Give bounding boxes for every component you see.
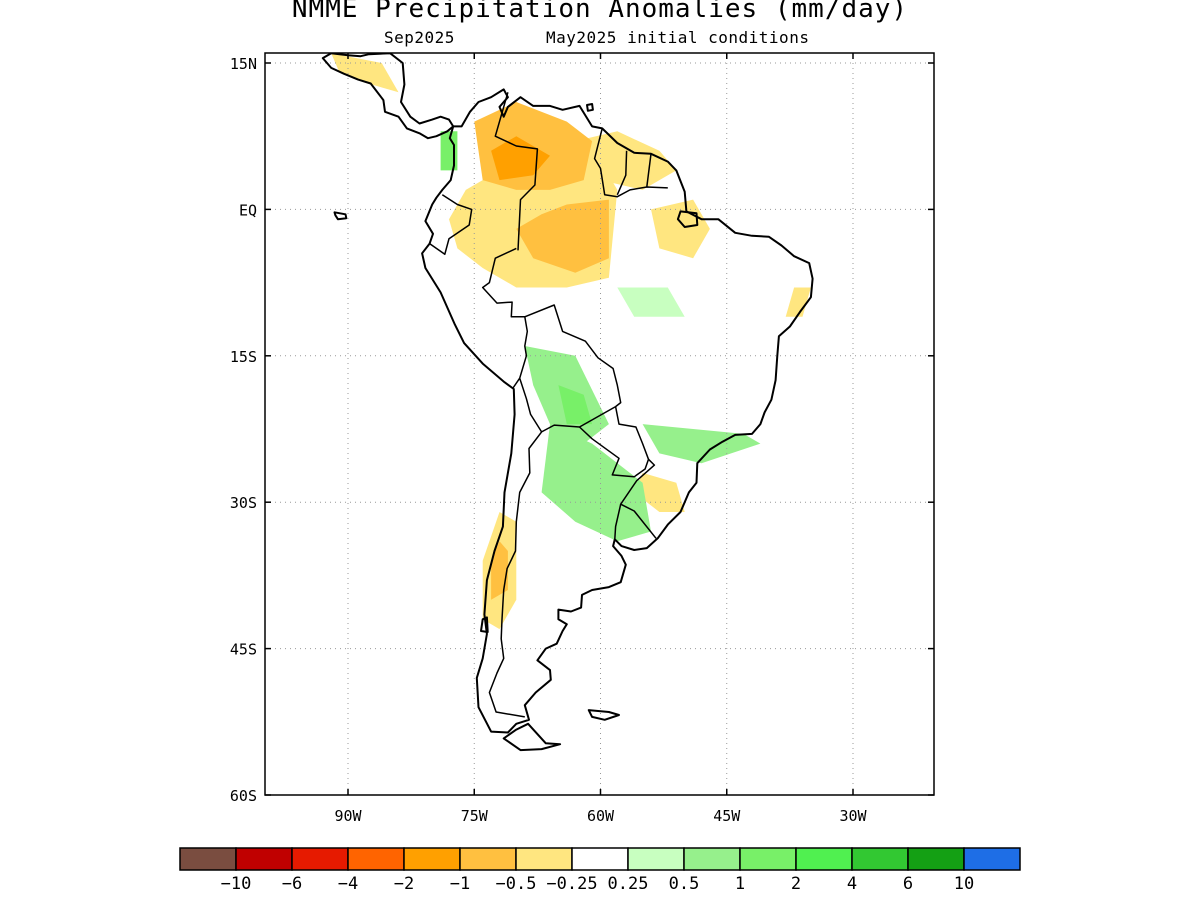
colorbar-swatch [403,847,461,871]
colorbar-label: −4 [338,874,358,894]
country-border [429,194,473,256]
colorbar-label: −6 [282,874,302,894]
anomaly-region-chile-core-dry [491,541,508,600]
colorbar-swatch [627,847,685,871]
colorbar-label: 10 [954,874,974,894]
colorbar-swatch [459,847,517,871]
colorbar-label: −10 [221,874,252,894]
colorbar: −10 −6 −4 −2 −1 −0.5 −0.25 0.25 0.5 1 2 4 6 10 [179,847,1021,894]
lon-tick-label: 45W [713,807,741,825]
colorbar-label: 4 [847,874,857,894]
map-title: NMME Precipitation Anomalies (mm/day) [291,0,909,24]
colorbar-swatch [347,847,405,871]
anomaly-region-bolivia-core-wet [558,385,593,425]
country-border [481,247,529,389]
anomaly-region-central-america-dry [331,53,399,93]
lat-tick-label: 15S [230,348,257,366]
colorbar-swatch [515,847,573,871]
lat-tick-label: 15N [230,55,257,73]
coastlines [321,53,814,752]
anomaly-region-western-amazon-dry [516,199,609,273]
colorbar-swatch [683,847,741,871]
lat-tick-label: 30S [230,494,257,512]
anomaly-region-central-brazil-wet [617,287,685,317]
colorbar-swatch [851,847,909,871]
colorbar-swatch [291,847,349,871]
anomaly-shading [331,53,811,630]
island-outline [480,616,489,633]
island-outline [333,211,348,221]
anomaly-region-amapa-dry [651,199,710,259]
colorbar-label: 1 [735,874,745,894]
colorbar-label: 0.25 [608,874,649,894]
colorbar-swatch [795,847,853,871]
valid-month-label: Sep2025 [384,28,455,47]
colorbar-swatch [235,847,293,871]
island-outline [502,722,562,752]
colorbar-label: 2 [791,874,801,894]
country-border [494,92,539,251]
lon-tick-label: 60W [587,807,615,825]
country-border [593,128,668,198]
anomaly-region-southern-brazil-wet [642,424,761,464]
country-border [578,406,650,478]
island-outline [586,103,594,112]
init-conditions-label: May2025 initial conditions [546,28,810,47]
anomaly-region-argentina-wet [541,424,651,542]
lon-tick-label: 90W [334,807,362,825]
axis-ticks: 90W 75W 60W 45W 30W 15N EQ 15S 30S 45S 60S [230,53,934,825]
colorbar-swatch [963,847,1021,871]
country-border [646,153,652,188]
colorbar-label: −0.5 [496,874,537,894]
country-border [518,304,622,433]
lon-tick-label: 75W [461,807,489,825]
lat-tick-label: EQ [239,201,257,219]
colorbar-label: 0.5 [669,874,700,894]
map-gridlines [265,53,934,796]
central-america-coastline [321,53,455,140]
country-border [616,150,628,196]
anomaly-region-uruguay-dry [634,472,685,512]
lon-tick-label: 30W [839,807,867,825]
south-america-coastline [421,88,814,734]
colorbar-label: −0.25 [546,874,597,894]
colorbar-label: −2 [394,874,414,894]
colorbar-label: 6 [903,874,913,894]
colorbar-label: −1 [450,874,470,894]
lat-tick-label: 45S [230,641,257,659]
country-border [488,431,543,718]
island-outline [676,210,699,228]
colorbar-swatch [179,847,237,871]
anomaly-region-northeast-brazil-dry [785,287,811,317]
colorbar-swatch [739,847,797,871]
colorbar-swatch [571,847,629,871]
anomaly-region-northern-amazon-dry [474,102,593,190]
colorbar-swatch [907,847,965,871]
island-outline [587,709,620,721]
country-border [614,504,622,540]
lat-tick-label: 60S [230,787,257,805]
map-frame [264,52,935,796]
country-border [619,458,657,539]
